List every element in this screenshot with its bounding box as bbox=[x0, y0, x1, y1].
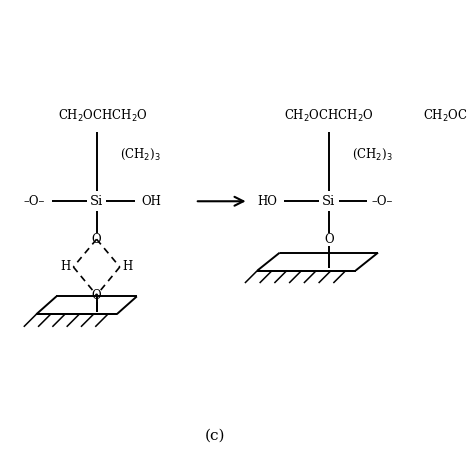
Text: CH$_2$OCHCH$_2$O: CH$_2$OCHCH$_2$O bbox=[58, 109, 148, 125]
Text: –O–: –O– bbox=[24, 195, 45, 208]
Text: HO: HO bbox=[258, 195, 277, 208]
Text: H: H bbox=[123, 260, 133, 273]
Text: CH$_2$OC: CH$_2$OC bbox=[423, 109, 467, 125]
Text: O: O bbox=[92, 289, 101, 301]
Text: (c): (c) bbox=[204, 429, 225, 443]
Text: O: O bbox=[324, 233, 334, 246]
Text: CH$_2$OCHCH$_2$O: CH$_2$OCHCH$_2$O bbox=[284, 109, 374, 125]
Text: O: O bbox=[92, 233, 101, 246]
Text: –O–: –O– bbox=[371, 195, 392, 208]
Text: OH: OH bbox=[141, 195, 161, 208]
Text: Si: Si bbox=[90, 195, 103, 208]
Text: (CH$_2$)$_3$: (CH$_2$)$_3$ bbox=[352, 147, 393, 162]
Text: H: H bbox=[60, 260, 71, 273]
Text: Si: Si bbox=[322, 195, 336, 208]
Text: (CH$_2$)$_3$: (CH$_2$)$_3$ bbox=[120, 147, 161, 162]
